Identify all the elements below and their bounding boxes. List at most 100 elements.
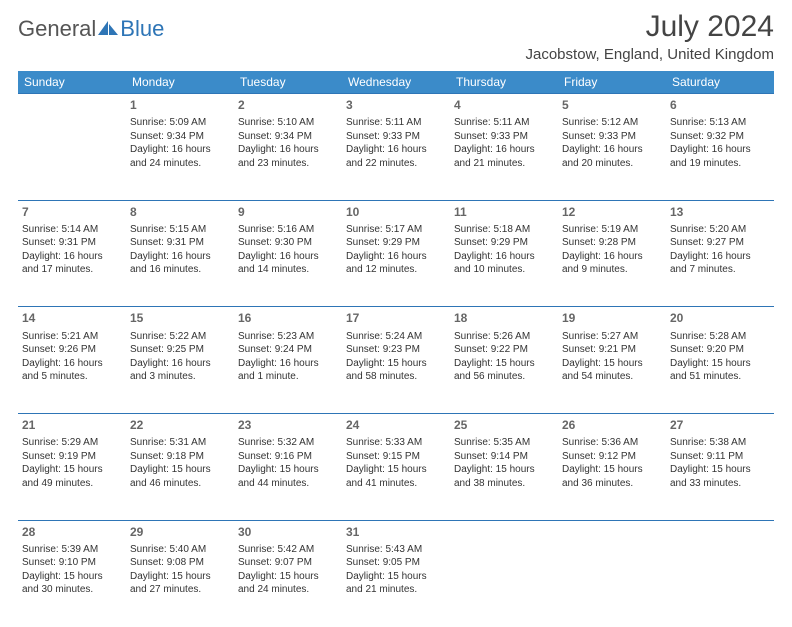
day-details: Sunrise: 5:42 AMSunset: 9:07 PMDaylight:…	[238, 543, 338, 597]
day-number: 11	[454, 204, 554, 220]
day-cell: Sunrise: 5:11 AMSunset: 9:33 PMDaylight:…	[342, 114, 450, 200]
day-number-cell: 21	[18, 414, 126, 435]
day-number-cell: 16	[234, 307, 342, 328]
day-cell: Sunrise: 5:11 AMSunset: 9:33 PMDaylight:…	[450, 114, 558, 200]
day-details: Sunrise: 5:17 AMSunset: 9:29 PMDaylight:…	[346, 223, 446, 277]
day-cell: Sunrise: 5:18 AMSunset: 9:29 PMDaylight:…	[450, 221, 558, 307]
day-details: Sunrise: 5:27 AMSunset: 9:21 PMDaylight:…	[562, 330, 662, 384]
week-daynum-row: 21222324252627	[18, 414, 774, 435]
day-cell: Sunrise: 5:21 AMSunset: 9:26 PMDaylight:…	[18, 328, 126, 414]
day-details: Sunrise: 5:31 AMSunset: 9:18 PMDaylight:…	[130, 436, 230, 490]
day-details: Sunrise: 5:16 AMSunset: 9:30 PMDaylight:…	[238, 223, 338, 277]
day-number: 15	[130, 310, 230, 326]
day-number-cell: 31	[342, 520, 450, 541]
weekday-header: Saturday	[666, 71, 774, 94]
day-cell: Sunrise: 5:23 AMSunset: 9:24 PMDaylight:…	[234, 328, 342, 414]
day-details: Sunrise: 5:43 AMSunset: 9:05 PMDaylight:…	[346, 543, 446, 597]
day-number: 10	[346, 204, 446, 220]
day-details: Sunrise: 5:33 AMSunset: 9:15 PMDaylight:…	[346, 436, 446, 490]
week-content-row: Sunrise: 5:09 AMSunset: 9:34 PMDaylight:…	[18, 114, 774, 200]
day-cell: Sunrise: 5:43 AMSunset: 9:05 PMDaylight:…	[342, 541, 450, 627]
day-number-cell: 29	[126, 520, 234, 541]
day-cell: Sunrise: 5:31 AMSunset: 9:18 PMDaylight:…	[126, 434, 234, 520]
day-number-cell: 27	[666, 414, 774, 435]
day-details: Sunrise: 5:10 AMSunset: 9:34 PMDaylight:…	[238, 116, 338, 170]
day-number: 23	[238, 417, 338, 433]
week-content-row: Sunrise: 5:29 AMSunset: 9:19 PMDaylight:…	[18, 434, 774, 520]
day-number: 27	[670, 417, 770, 433]
day-number: 4	[454, 97, 554, 113]
day-cell: Sunrise: 5:17 AMSunset: 9:29 PMDaylight:…	[342, 221, 450, 307]
day-number-cell: 24	[342, 414, 450, 435]
day-number: 16	[238, 310, 338, 326]
day-number-cell: 12	[558, 200, 666, 221]
day-number: 1	[130, 97, 230, 113]
day-cell	[666, 541, 774, 627]
week-content-row: Sunrise: 5:14 AMSunset: 9:31 PMDaylight:…	[18, 221, 774, 307]
day-number-cell: 10	[342, 200, 450, 221]
day-number: 2	[238, 97, 338, 113]
day-number-cell: 3	[342, 94, 450, 115]
day-cell: Sunrise: 5:26 AMSunset: 9:22 PMDaylight:…	[450, 328, 558, 414]
day-cell: Sunrise: 5:15 AMSunset: 9:31 PMDaylight:…	[126, 221, 234, 307]
day-cell: Sunrise: 5:20 AMSunset: 9:27 PMDaylight:…	[666, 221, 774, 307]
day-number: 17	[346, 310, 446, 326]
weekday-header: Sunday	[18, 71, 126, 94]
calendar-table: SundayMondayTuesdayWednesdayThursdayFrid…	[18, 71, 774, 627]
day-details: Sunrise: 5:40 AMSunset: 9:08 PMDaylight:…	[130, 543, 230, 597]
title-block: July 2024 Jacobstow, England, United Kin…	[526, 10, 775, 63]
day-cell: Sunrise: 5:40 AMSunset: 9:08 PMDaylight:…	[126, 541, 234, 627]
day-details: Sunrise: 5:13 AMSunset: 9:32 PMDaylight:…	[670, 116, 770, 170]
day-number: 7	[22, 204, 122, 220]
day-number-cell: 23	[234, 414, 342, 435]
week-daynum-row: 123456	[18, 94, 774, 115]
day-number-cell: 5	[558, 94, 666, 115]
day-details: Sunrise: 5:15 AMSunset: 9:31 PMDaylight:…	[130, 223, 230, 277]
week-content-row: Sunrise: 5:21 AMSunset: 9:26 PMDaylight:…	[18, 328, 774, 414]
day-cell	[18, 114, 126, 200]
day-details: Sunrise: 5:12 AMSunset: 9:33 PMDaylight:…	[562, 116, 662, 170]
day-number-cell: 17	[342, 307, 450, 328]
header: General Blue July 2024 Jacobstow, Englan…	[18, 10, 774, 63]
day-cell: Sunrise: 5:13 AMSunset: 9:32 PMDaylight:…	[666, 114, 774, 200]
day-number-cell: 13	[666, 200, 774, 221]
day-details: Sunrise: 5:22 AMSunset: 9:25 PMDaylight:…	[130, 330, 230, 384]
day-details: Sunrise: 5:36 AMSunset: 9:12 PMDaylight:…	[562, 436, 662, 490]
day-details: Sunrise: 5:38 AMSunset: 9:11 PMDaylight:…	[670, 436, 770, 490]
weekday-header: Wednesday	[342, 71, 450, 94]
day-number: 24	[346, 417, 446, 433]
day-details: Sunrise: 5:35 AMSunset: 9:14 PMDaylight:…	[454, 436, 554, 490]
day-number: 13	[670, 204, 770, 220]
day-number: 8	[130, 204, 230, 220]
day-cell: Sunrise: 5:32 AMSunset: 9:16 PMDaylight:…	[234, 434, 342, 520]
calendar-body: 123456Sunrise: 5:09 AMSunset: 9:34 PMDay…	[18, 94, 774, 627]
day-number-cell	[450, 520, 558, 541]
weekday-header: Friday	[558, 71, 666, 94]
day-cell: Sunrise: 5:16 AMSunset: 9:30 PMDaylight:…	[234, 221, 342, 307]
location-subtitle: Jacobstow, England, United Kingdom	[526, 46, 775, 63]
week-daynum-row: 78910111213	[18, 200, 774, 221]
day-number: 5	[562, 97, 662, 113]
day-number-cell: 11	[450, 200, 558, 221]
day-number: 12	[562, 204, 662, 220]
day-details: Sunrise: 5:19 AMSunset: 9:28 PMDaylight:…	[562, 223, 662, 277]
weekday-header: Tuesday	[234, 71, 342, 94]
day-number: 25	[454, 417, 554, 433]
page-title: July 2024	[526, 10, 775, 44]
day-number-cell: 6	[666, 94, 774, 115]
logo-text-general: General	[18, 16, 96, 42]
days-of-week-row: SundayMondayTuesdayWednesdayThursdayFrid…	[18, 71, 774, 94]
day-number: 3	[346, 97, 446, 113]
day-cell: Sunrise: 5:29 AMSunset: 9:19 PMDaylight:…	[18, 434, 126, 520]
weekday-header: Thursday	[450, 71, 558, 94]
day-details: Sunrise: 5:24 AMSunset: 9:23 PMDaylight:…	[346, 330, 446, 384]
day-number-cell: 1	[126, 94, 234, 115]
day-number: 28	[22, 524, 122, 540]
day-number-cell	[558, 520, 666, 541]
day-details: Sunrise: 5:11 AMSunset: 9:33 PMDaylight:…	[454, 116, 554, 170]
day-cell: Sunrise: 5:09 AMSunset: 9:34 PMDaylight:…	[126, 114, 234, 200]
day-cell: Sunrise: 5:42 AMSunset: 9:07 PMDaylight:…	[234, 541, 342, 627]
day-number: 22	[130, 417, 230, 433]
day-number-cell: 7	[18, 200, 126, 221]
day-cell: Sunrise: 5:33 AMSunset: 9:15 PMDaylight:…	[342, 434, 450, 520]
